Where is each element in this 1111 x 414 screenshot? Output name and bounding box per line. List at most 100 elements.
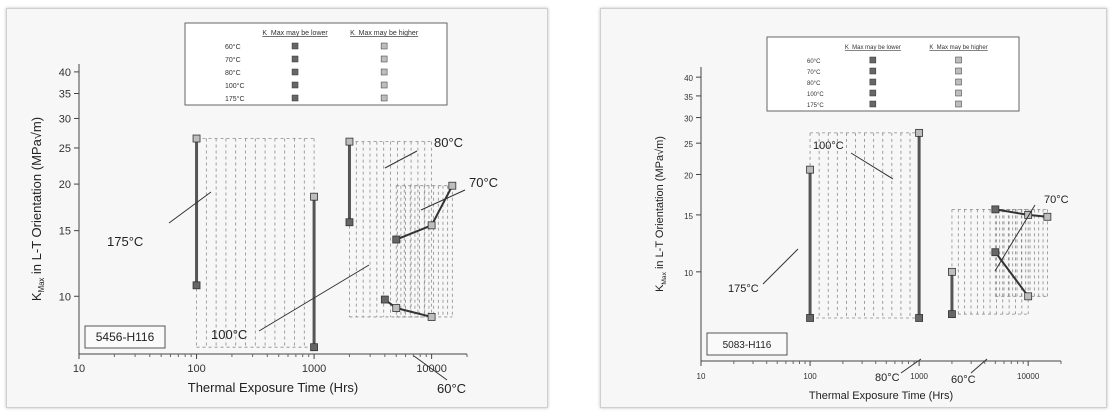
- left-series-point: [448, 181, 457, 190]
- right-legend-row-label: 80°C: [807, 81, 821, 87]
- left-hatch-175-100: [196, 138, 315, 348]
- right-legend-header-lower: K_Max may be lower: [845, 45, 901, 51]
- left-y-tick-label: 40: [59, 67, 71, 79]
- left-legend-marker-higher: [380, 42, 388, 50]
- right-legend-header-higher: K_Max may be higher: [929, 45, 987, 51]
- left-alloy-box: [84, 325, 166, 349]
- left-y-axis-title: KMax in L-T Orientation (MPa√m): [29, 117, 46, 301]
- right-series-point: [915, 314, 924, 322]
- left-legend-row-label: 80°C: [225, 69, 241, 77]
- left-annotation-leader: [258, 264, 370, 332]
- right-annotation: 70°C: [1044, 194, 1069, 206]
- left-series-point: [345, 137, 354, 146]
- right-legend: [766, 36, 1020, 112]
- right-y-tick-label: 25: [684, 140, 693, 149]
- right-hatch-175-100: [809, 132, 920, 319]
- right-y-tick-label: 10: [684, 269, 693, 278]
- right-annotation-leader: [762, 248, 799, 285]
- left-x-tick-label: 1000: [302, 363, 326, 375]
- right-y-tick-label: 20: [684, 171, 693, 180]
- left-legend-row-label: 100°C: [225, 82, 245, 90]
- left-series-point: [392, 235, 401, 244]
- left-alloy-label: 5456-H116: [96, 330, 155, 344]
- right-legend-marker-higher: [955, 89, 962, 97]
- right-y-tick-label: 30: [684, 115, 693, 124]
- right-x-tick-label: 100: [803, 372, 817, 381]
- left-x-axis-title: Thermal Exposure Time (Hrs): [188, 380, 358, 395]
- left-y-tick-label: 20: [59, 179, 71, 191]
- left-annotation: 70°C: [469, 175, 498, 190]
- left-legend-marker-lower: [291, 94, 299, 102]
- right-series-point: [915, 128, 924, 137]
- left-legend-row-label: 60°C: [225, 43, 241, 51]
- right-series-point: [1024, 292, 1033, 301]
- left-legend-marker-lower: [291, 81, 299, 89]
- left-hatch-70: [395, 185, 453, 318]
- left-legend-marker-higher: [380, 68, 388, 76]
- right-legend-marker-higher: [955, 67, 962, 75]
- left-series-point: [380, 295, 389, 304]
- right-series-1: [915, 128, 924, 322]
- left-annotation-leader: [420, 189, 466, 211]
- right-legend-row-label: 70°C: [807, 70, 821, 76]
- right-y-tick-label: 35: [684, 93, 693, 102]
- right-chart-panel: 10 100 1000 10000 10 15 20 25 30 35 40 Thermal Expo…: [600, 8, 1107, 408]
- left-series-point: [310, 343, 318, 352]
- left-annotation: 175°C: [107, 234, 143, 249]
- left-annotation-leader: [413, 355, 448, 381]
- right-series-point: [806, 314, 814, 322]
- right-legend-marker-higher: [955, 56, 962, 64]
- right-hatch-80-60: [951, 208, 1029, 315]
- left-annotation: 80°C: [434, 135, 463, 150]
- left-series-point: [192, 281, 201, 290]
- right-legend-row-label: 175°C: [807, 103, 824, 109]
- left-series-2: [345, 137, 354, 227]
- left-y-tick-label: 15: [59, 226, 71, 238]
- left-x-tick-label: 100: [187, 363, 205, 375]
- left-legend: [184, 22, 448, 106]
- left-y-tick-label: 10: [59, 291, 71, 303]
- right-annotation-leader: [900, 358, 922, 374]
- left-legend-row-label: 70°C: [225, 56, 241, 64]
- right-legend-marker-lower: [869, 67, 877, 75]
- right-alloy-label: 5083-H116: [723, 340, 772, 351]
- right-x-tick-label: 10: [697, 372, 706, 381]
- left-legend-marker-lower: [291, 55, 299, 63]
- left-series-point: [345, 218, 354, 227]
- left-x-tick-label: 10: [73, 363, 85, 375]
- left-legend-marker-higher: [380, 55, 388, 63]
- right-annotation: 100°C: [813, 140, 844, 152]
- right-series-2: [948, 267, 956, 319]
- left-y-tick-label: 35: [59, 89, 71, 101]
- right-y-axis-title: KMax in L-T Orientation (MPa√m): [654, 136, 668, 292]
- left-series-point: [427, 313, 436, 321]
- right-alloy-box: [706, 332, 788, 356]
- right-annotation-leader: [970, 358, 988, 374]
- right-series-point: [1043, 212, 1052, 221]
- left-series-point: [392, 304, 401, 312]
- right-series-0: [806, 165, 814, 322]
- left-annotation: 60°C: [437, 381, 466, 396]
- left-legend-marker-lower: [291, 68, 299, 76]
- right-annotation: 80°C: [875, 372, 900, 384]
- right-series-point: [991, 205, 1000, 214]
- right-series-point: [806, 165, 814, 174]
- right-series-line: [994, 251, 1029, 297]
- right-legend-marker-lower: [869, 78, 877, 86]
- left-legend-header-lower: K_Max may be lower: [262, 30, 328, 37]
- right-series-point: [948, 267, 956, 276]
- right-series-3: [991, 248, 1033, 301]
- right-x-tick-label: 10000: [1017, 372, 1040, 381]
- right-series-4: [991, 205, 1052, 221]
- left-series-point: [310, 192, 318, 201]
- right-y-tick-label: 15: [684, 212, 693, 221]
- right-legend-row-label: 100°C: [807, 92, 824, 98]
- right-legend-marker-higher: [955, 100, 962, 108]
- right-series-point: [1024, 210, 1033, 219]
- left-legend-header-higher: K_Max may be higher: [350, 30, 419, 37]
- left-legend-row-label: 175°C: [225, 95, 245, 103]
- right-series-point: [948, 310, 956, 319]
- right-annotation: 60°C: [951, 374, 976, 386]
